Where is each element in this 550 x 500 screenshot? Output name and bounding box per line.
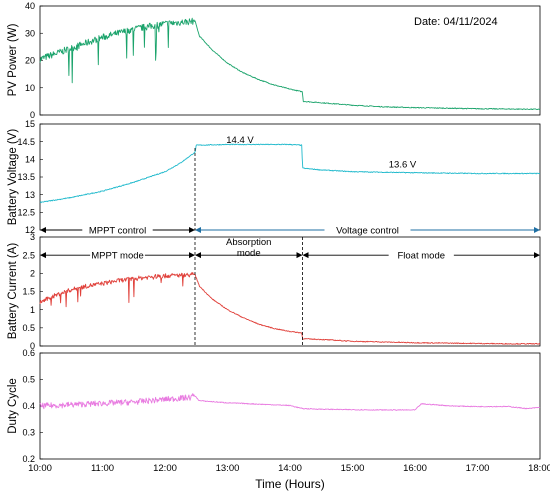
panel-frame-pv-power (39, 5, 541, 116)
series-line-duty-cycle (39, 393, 541, 411)
y-tick-label: 0.5 (22, 375, 35, 385)
y-tick-label: 0.4 (22, 401, 35, 411)
region-arrow-head-left (40, 252, 46, 259)
y-tick-label: 1.5 (22, 287, 35, 297)
x-tick-label: 18:00 (528, 463, 550, 474)
region-arrow-head-left (40, 227, 46, 233)
region-label: Absorption mode (226, 237, 271, 259)
y-tick-label: 12 (25, 225, 35, 235)
x-tick-label: 15:00 (341, 463, 365, 474)
x-tick-label: 16:00 (403, 463, 427, 474)
y-tick-label: 12.5 (17, 208, 35, 218)
y-tick-label: 1 (30, 305, 35, 315)
y-tick-label: 40 (25, 1, 35, 11)
y-tick-label: 10 (25, 83, 35, 93)
region-arrow-head-left (195, 227, 201, 233)
ylabel-pv-power: PV Power (W) (7, 23, 19, 96)
region-label-bg (388, 248, 454, 262)
series-line-battery-current (39, 272, 541, 345)
region-label-line: Absorption (226, 237, 271, 248)
region-arrow-head-right (534, 252, 540, 259)
y-tick-label: 13 (25, 190, 35, 200)
tick-layer: 10:00 11:00 12:00 13:00 14:00 15:00 16:00 17:00… (17, 1, 550, 474)
region-arrow-head-left (195, 252, 201, 259)
region-label-bg (90, 248, 145, 262)
x-tick-label: 10:00 (28, 463, 52, 474)
x-tick-label: 13:00 (216, 463, 240, 474)
region-label: Voltage control (336, 225, 399, 236)
region-label: Float mode (397, 250, 445, 261)
y-tick-label: 14 (25, 155, 35, 165)
annotation-layer: 14.4 V 13.6 V MPPT control Voltage control M… (40, 135, 540, 346)
x-tick-label: 12:00 (153, 463, 177, 474)
y-tick-label: 0 (30, 110, 35, 120)
series-line-battery-voltage (39, 143, 541, 204)
region-label-line: mode (237, 248, 261, 259)
series-line-pv-power (39, 17, 541, 111)
y-tick-label: 2.5 (22, 250, 35, 260)
y-tick-label: 0.3 (22, 428, 35, 438)
value-annotation: 13.6 V (389, 160, 417, 171)
value-annotation: 14.4 V (226, 135, 254, 146)
y-tick-label: 0 (30, 341, 35, 351)
panel-frame-duty-cycle (39, 352, 541, 460)
region-label-bg (324, 223, 411, 236)
region-arrow-head-left (302, 252, 309, 259)
x-axis-label: Time (Hours) (255, 477, 325, 491)
region-label: MPPT mode (91, 250, 144, 261)
y-tick-label: 0.2 (22, 454, 35, 464)
y-tick-label: 0.6 (22, 348, 35, 358)
region-arrow-head-right (534, 227, 540, 233)
region-label-bg (82, 223, 153, 236)
y-tick-label: 15 (25, 119, 35, 129)
x-tick-label: 14:00 (278, 463, 302, 474)
y-tick-label: 20 (25, 56, 35, 66)
region-arrow-head-right (296, 252, 303, 259)
y-tick-label: 0.5 (22, 323, 35, 333)
region-arrow-head-right (189, 227, 195, 233)
y-tick-label: 14.5 (17, 137, 35, 147)
ylabel-battery-voltage: Battery Voltage (V) (7, 129, 19, 226)
series-layer (39, 17, 541, 411)
ylabel-duty-cycle: Duty Cycle (7, 378, 19, 434)
y-tick-label: 2 (30, 269, 35, 279)
region-label: MPPT control (89, 225, 146, 236)
y-tick-label: 30 (25, 28, 35, 38)
y-tick-label: 3 (30, 232, 35, 242)
region-arrow-head-right (189, 252, 195, 259)
y-tick-label: 13.5 (17, 172, 35, 182)
ylabel-battery-current: Battery Current (A) (7, 243, 19, 340)
panel-frame-battery-voltage (39, 123, 541, 231)
date-label: Date: 04/11/2024 (414, 16, 498, 28)
x-tick-label: 17:00 (466, 463, 490, 474)
x-tick-label: 11:00 (91, 463, 114, 474)
